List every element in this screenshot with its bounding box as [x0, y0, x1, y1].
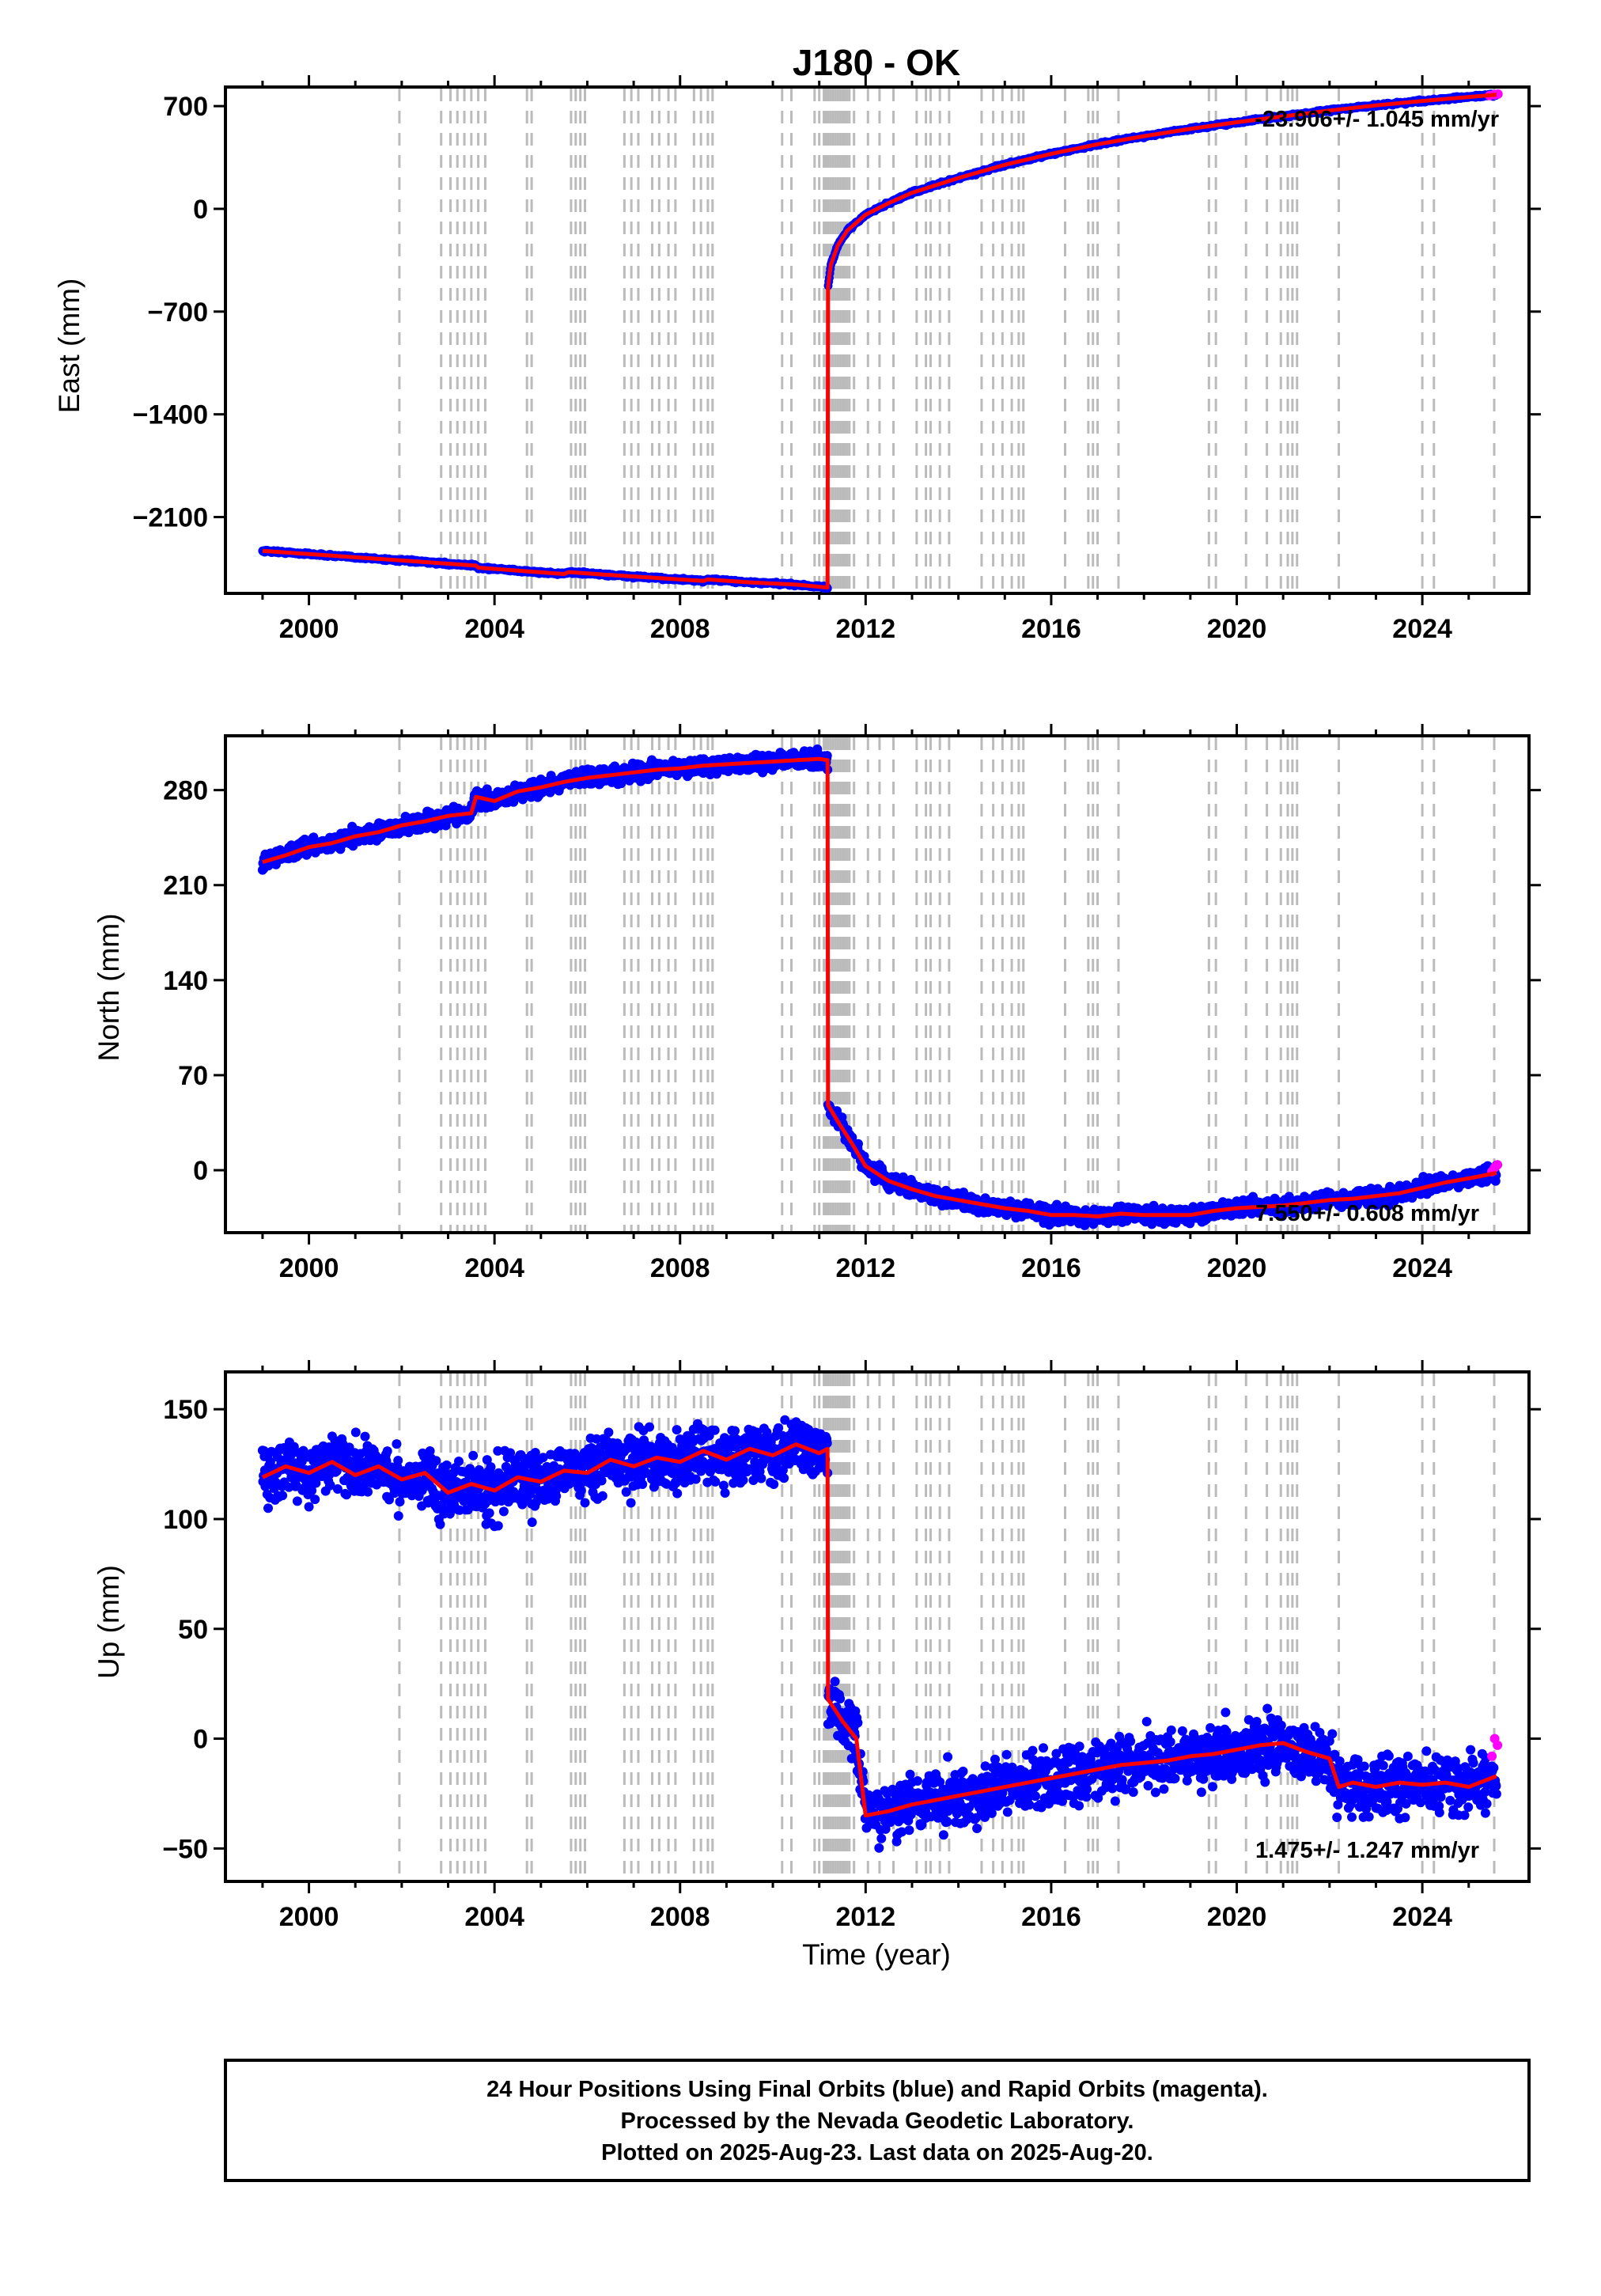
east-plot-frame [224, 85, 1531, 595]
chart-title: J180 - OK [793, 42, 960, 83]
east-rate-label: -23.906+/- 1.045 mm/yr [1255, 107, 1499, 132]
east-x-tick-label: 2020 [1207, 614, 1267, 644]
east-y-tick-label: 0 [193, 195, 208, 225]
east-y-tick-label: 700 [163, 92, 208, 122]
east-x-tick-label: 2016 [1021, 614, 1081, 644]
east-x-tick-label: 2008 [650, 614, 710, 644]
east-x-tick-label: 2000 [279, 614, 339, 644]
east-x-tick-label: 2004 [464, 614, 524, 644]
east-x-tick-label: 2012 [836, 614, 896, 644]
east-y-axis-label: East (mm) [53, 278, 85, 414]
east-y-tick-label: −2100 [133, 503, 209, 533]
north-plot-frame [224, 734, 1531, 1234]
east-x-tick-label: 2024 [1392, 614, 1452, 644]
east-panel: 700 0 −700 −1400 −2100 2000 2004 2008 2012 2016 20… [53, 75, 1541, 644]
east-y-tick-label: −1400 [133, 400, 209, 430]
east-y-tick-label: −700 [147, 297, 208, 328]
